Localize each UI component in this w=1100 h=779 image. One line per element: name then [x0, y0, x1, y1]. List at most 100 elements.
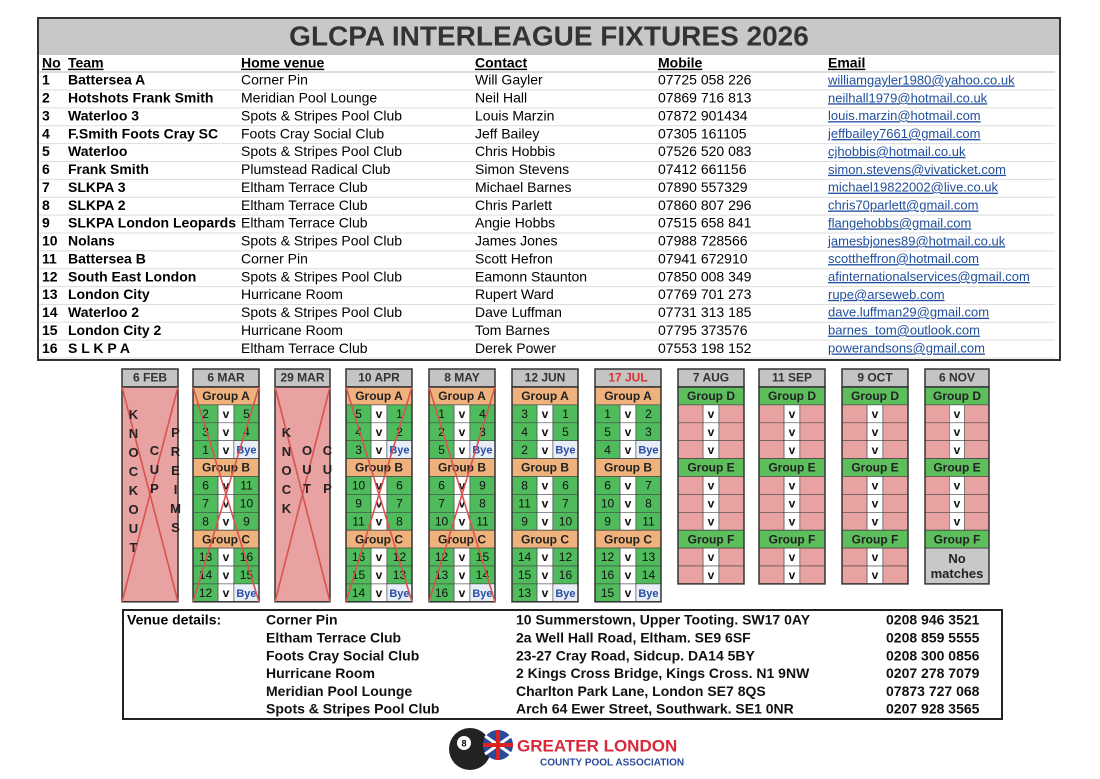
home-venue: Spots & Stripes Pool Club: [241, 233, 402, 249]
logo-ball-number: 8: [461, 738, 466, 748]
email[interactable]: jamesbjones89@hotmail.co.uk: [827, 233, 1006, 248]
group-name: Group F: [934, 532, 981, 546]
away-team: 16: [240, 550, 254, 564]
home-team: 2: [202, 407, 209, 421]
team: SLKPA London Leopards: [68, 215, 236, 231]
away-cell: [964, 404, 990, 424]
home-team: 15: [601, 586, 615, 600]
logo-subtitle: COUNTY POOL ASSOCIATION: [540, 758, 684, 769]
email[interactable]: dave.luffman29@gmail.com: [828, 305, 989, 320]
email[interactable]: jeffbailey7661@gmail.com: [827, 126, 980, 141]
home-team: 16: [601, 568, 615, 582]
email[interactable]: cjhobbis@hotmail.co.uk: [828, 144, 966, 159]
vs: v: [459, 586, 466, 600]
vs: v: [954, 514, 961, 528]
vs: v: [542, 443, 549, 457]
vs: v: [223, 586, 230, 600]
home-team: 7: [202, 497, 209, 511]
contact-header: Contact: [475, 55, 527, 71]
home-team: 5: [438, 443, 445, 457]
vertical-text: CUP: [147, 442, 162, 500]
email[interactable]: afinternationalservices@gmail.com: [828, 269, 1030, 284]
vs: v: [459, 568, 466, 582]
home-cell: [841, 476, 868, 495]
mobile: 07553 198 152: [658, 340, 752, 356]
group-name: Group D: [687, 389, 735, 403]
mobile: 07731 313 185: [658, 304, 752, 320]
email[interactable]: scottheffron@hotmail.com: [828, 251, 979, 266]
vs: v: [223, 443, 230, 457]
mobile: 07769 701 273: [658, 286, 752, 302]
group-name: Group C: [438, 532, 486, 546]
group-name: Group E: [933, 461, 980, 475]
email[interactable]: chris70parlett@gmail.com: [828, 198, 978, 213]
date: 17 JUL: [608, 371, 647, 385]
vs: v: [708, 443, 715, 457]
bye: Bye: [555, 445, 575, 457]
team: Frank Smith: [68, 161, 149, 177]
home-team: 4: [604, 443, 611, 457]
team: Hotshots Frank Smith: [68, 90, 213, 106]
home-venue: Spots & Stripes Pool Club: [241, 304, 402, 320]
vs: v: [542, 514, 549, 528]
vs: v: [376, 568, 383, 582]
group-name: Group B: [604, 461, 652, 475]
email[interactable]: powerandsons@gmail.com: [828, 340, 985, 355]
vs: v: [542, 407, 549, 421]
fixture-frame: [924, 386, 990, 585]
email[interactable]: louis.marzin@hotmail.com: [828, 108, 981, 123]
email[interactable]: simon.stevens@vivaticket.com: [828, 162, 1006, 177]
home-cell: [677, 494, 704, 513]
home-team: 12: [199, 586, 213, 600]
home-venue: Eltham Terrace Club: [241, 179, 368, 195]
venue-frame: [122, 609, 1003, 720]
vs: v: [789, 550, 796, 564]
vs: v: [954, 425, 961, 439]
away-cell: [882, 476, 909, 495]
home-cell: [758, 476, 785, 495]
home-team: 16: [352, 550, 366, 564]
home-team: 8: [521, 479, 528, 493]
mobile: 07526 520 083: [658, 143, 752, 159]
home-team: 1: [604, 407, 611, 421]
vs: v: [625, 443, 632, 457]
row-number: 10: [42, 233, 58, 249]
vs: v: [459, 407, 466, 421]
away-team: 4: [243, 425, 250, 439]
email[interactable]: williamgayler1980@yahoo.co.uk: [827, 72, 1015, 87]
venue-name: Meridian Pool Lounge: [266, 683, 412, 699]
away-team: 10: [240, 497, 254, 511]
contact: Louis Marzin: [475, 107, 554, 123]
home-cell: [677, 422, 704, 441]
vs: v: [789, 497, 796, 511]
away-team: 3: [645, 425, 652, 439]
contact: Scott Hefron: [475, 250, 553, 266]
away-team: 6: [562, 479, 569, 493]
vs: v: [789, 407, 796, 421]
home-cell: [841, 511, 868, 531]
away-team: 7: [645, 479, 652, 493]
vs: v: [708, 497, 715, 511]
vertical-text: KNOCK: [279, 424, 294, 520]
vs: v: [708, 550, 715, 564]
vs: v: [872, 425, 879, 439]
home-team: 3: [521, 407, 528, 421]
email[interactable]: neilhall1979@hotmail.co.uk: [828, 90, 988, 105]
group-name: Group F: [852, 532, 899, 546]
away-team: 14: [642, 568, 656, 582]
email[interactable]: rupe@arseweb.com: [828, 287, 945, 302]
vs: v: [542, 568, 549, 582]
vs: v: [954, 497, 961, 511]
fixture-frame: [511, 386, 579, 603]
home-venue: Foots Cray Social Club: [241, 125, 384, 141]
group-name: Group C: [521, 532, 569, 546]
team: London City: [68, 286, 150, 302]
team: Nolans: [68, 233, 115, 249]
email[interactable]: flangehobbs@gmail.com: [828, 215, 971, 230]
email[interactable]: barnes_tom@outlook.com: [828, 323, 980, 338]
email[interactable]: michael19822002@live.co.uk: [828, 180, 999, 195]
contact: Eamonn Staunton: [475, 268, 587, 284]
away-cell: [799, 511, 826, 531]
date: 11 SEP: [772, 371, 812, 385]
home-cell: [841, 494, 868, 513]
